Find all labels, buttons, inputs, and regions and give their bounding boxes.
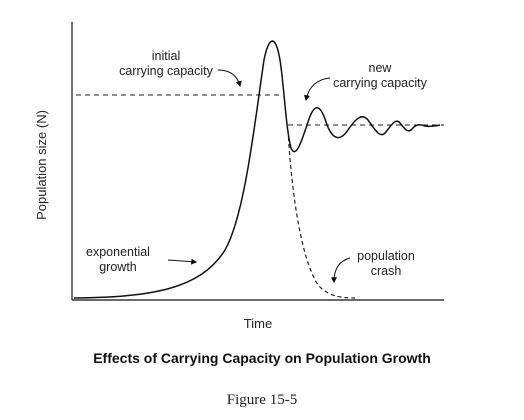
new-capacity-label-line1: new	[369, 61, 393, 75]
initial-capacity-arrow	[217, 69, 242, 88]
exponential-label-line2: growth	[99, 260, 137, 274]
initial-capacity-label-line1: initial	[152, 49, 181, 63]
crash-label-line1: population	[357, 249, 415, 263]
crash-arrow	[331, 257, 351, 284]
figure-caption: Effects of Carrying Capacity on Populati…	[93, 350, 431, 366]
population-curve	[73, 40, 441, 299]
new-capacity-arrow	[304, 77, 331, 102]
crash-label-line2: crash	[371, 264, 402, 278]
y-axis-label: Population size (N)	[34, 110, 49, 220]
initial-capacity-label-line2: carrying capacity	[119, 64, 214, 78]
exponential-label-line1: exponential	[86, 245, 150, 259]
new-capacity-label-line2: carrying capacity	[333, 76, 428, 90]
figure-number: Figure 15-5	[226, 392, 298, 408]
crash-curve	[287, 129, 356, 299]
exponential-growth-arrow	[167, 258, 198, 265]
x-axis-label: Time	[244, 316, 272, 331]
